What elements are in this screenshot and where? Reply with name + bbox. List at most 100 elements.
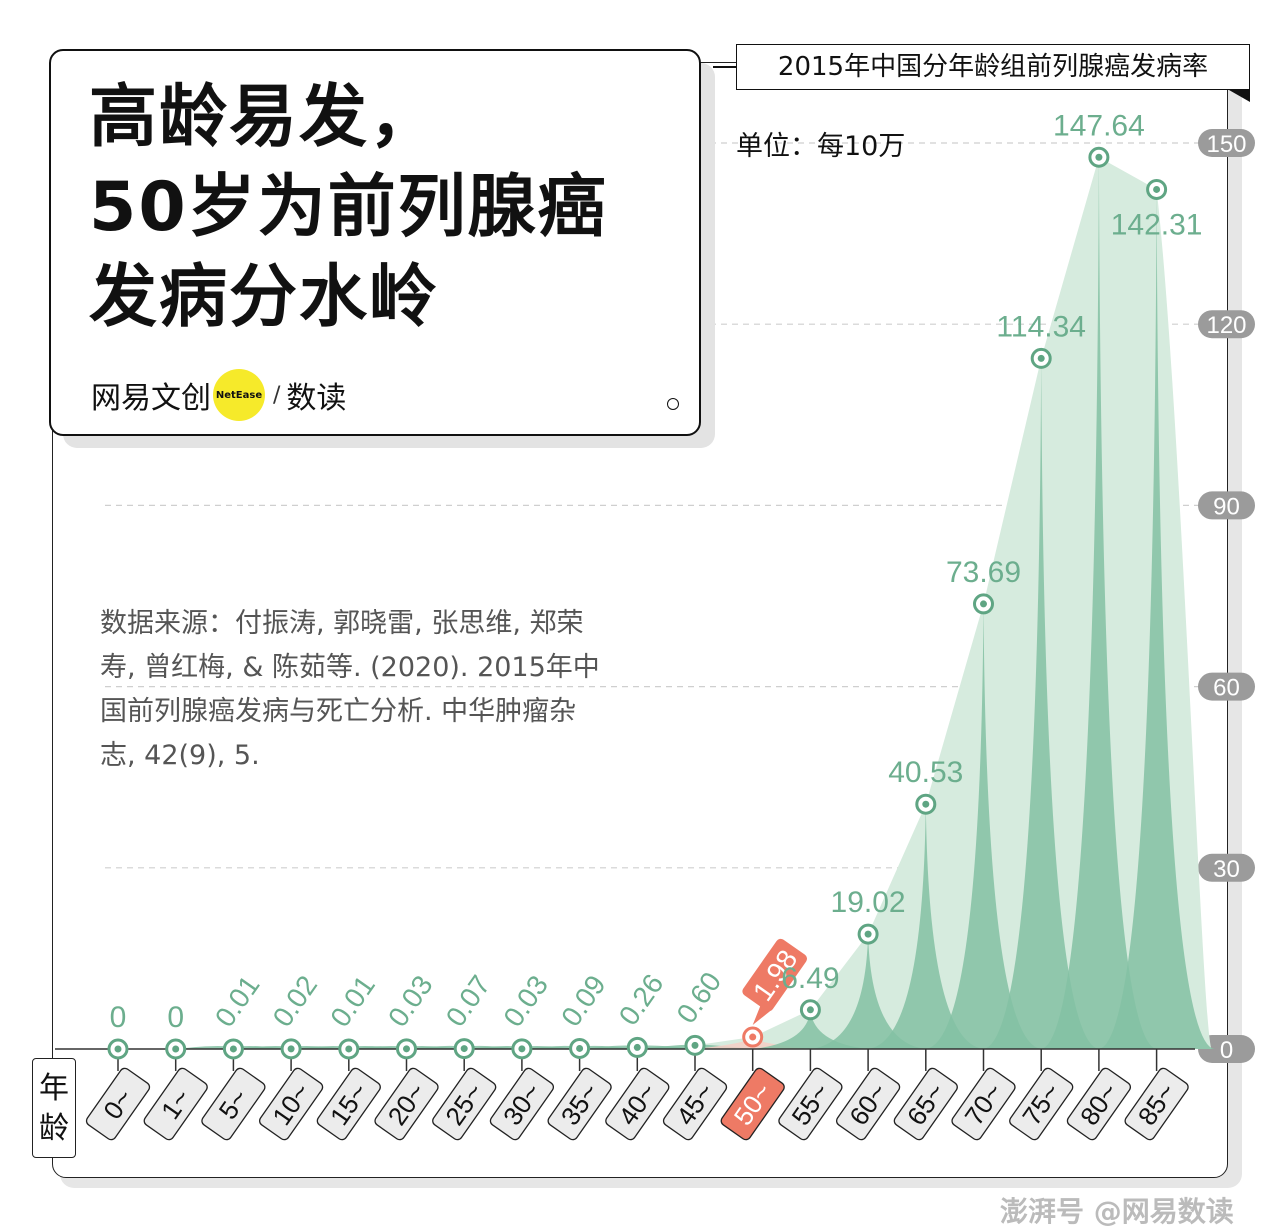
data-point-core [864, 930, 872, 938]
value-label: 73.69 [946, 556, 1021, 589]
chart-title: 2015年中国分年龄组前列腺癌发病率 [736, 44, 1250, 90]
x-axis-label: 年 龄 [32, 1058, 76, 1158]
y-tick-label: 0 [1220, 1037, 1233, 1064]
y-tick-badge [1198, 491, 1255, 520]
headline: 高龄易发， 50岁为前列腺癌 发病分水岭 [89, 73, 608, 343]
data-point-core [633, 1043, 641, 1051]
x-tick-tag: 45~ [662, 1067, 728, 1141]
y-tick-badge [1198, 310, 1255, 339]
value-label: 0.03 [382, 970, 439, 1032]
value-label: 0.07 [440, 970, 497, 1032]
headline-line-3: 发病分水岭 [89, 258, 440, 337]
brand-separator: / [273, 382, 281, 408]
data-point-core [1037, 354, 1045, 362]
highlight-badge-bg [742, 938, 807, 1012]
x-tick-tag: 55~ [778, 1067, 843, 1141]
x-tick-tag-bg [605, 1067, 670, 1141]
value-label: 0.26 [613, 968, 670, 1030]
y-tick-badge [1198, 672, 1255, 701]
x-tick-tag: 35~ [547, 1067, 612, 1141]
spike-65~ [867, 804, 984, 1049]
x-tick-tag-bg [1124, 1067, 1189, 1141]
x-tick-tag: 75~ [1009, 1067, 1074, 1141]
x-tick-tag: 30~ [489, 1067, 555, 1141]
envelope-area [118, 157, 1212, 1049]
x-tick-tag: 50~ [720, 1067, 785, 1141]
spike-75~ [983, 358, 1100, 1049]
value-label: 0 [167, 1001, 184, 1034]
x-tick-tag: 25~ [432, 1067, 497, 1141]
x-tick-tag: 65~ [893, 1067, 958, 1141]
data-point-core [980, 600, 987, 608]
value-label: 114.34 [996, 310, 1086, 343]
x-tick-tag: 5~ [201, 1067, 266, 1141]
x-tick-tag-bg [835, 1067, 901, 1141]
x-tick-tag: 1~ [143, 1067, 208, 1141]
flag-icon [1229, 90, 1250, 102]
x-tick-tag-bg [143, 1067, 208, 1141]
headline-line-2: 50岁为前列腺癌 [89, 168, 608, 247]
x-tick-tag: 0~ [85, 1067, 151, 1141]
spike-85~ [1098, 189, 1215, 1049]
y-tick-label: 30 [1213, 856, 1240, 883]
x-tick-tag-bg [778, 1067, 843, 1141]
x-tick-tag-bg [1066, 1067, 1132, 1141]
spike-70~ [925, 603, 1042, 1049]
spike-60~ [810, 934, 927, 1049]
x-tick-tag: 40~ [605, 1067, 670, 1141]
x-tick-tag: 85~ [1124, 1067, 1189, 1141]
title-card: 高龄易发， 50岁为前列腺癌 发病分水岭 网易文创 NetEase / 数读 [49, 49, 701, 436]
value-label: 142.31 [1111, 208, 1203, 241]
y-tick-label: 90 [1213, 493, 1240, 520]
value-label: 0.09 [555, 969, 612, 1031]
value-label: 6.49 [781, 962, 839, 995]
value-label: 0.60 [671, 966, 728, 1028]
spike-55~ [752, 1009, 869, 1049]
data-point-core [749, 1033, 757, 1041]
x-tick-tag-bg [258, 1067, 324, 1141]
value-label: 147.64 [1053, 109, 1145, 142]
data-point-core [403, 1045, 410, 1053]
netease-badge: NetEase [213, 369, 265, 421]
x-tick-tag-bg [1009, 1067, 1074, 1141]
x-tick-tag: 60~ [835, 1067, 901, 1141]
x-axis-label-char-1: 年 [39, 1071, 69, 1106]
data-point-core [114, 1045, 122, 1053]
brand-name: 网易文创 [91, 381, 211, 416]
unit-label: 单位：每10万 [736, 131, 906, 162]
data-point-core [460, 1045, 468, 1053]
source-note: 数据来源：付振涛, 郭晓雷, 张思维, 郑荣寿, 曾红梅, & 陈茹等. (20… [100, 608, 600, 771]
x-axis-label-char-2: 龄 [39, 1111, 69, 1146]
data-point-core [229, 1045, 237, 1053]
brand-logo: 网易文创 NetEase / 数读 [91, 369, 346, 421]
value-label: 0.01 [209, 970, 266, 1032]
data-point-core [576, 1044, 584, 1052]
data-point-core [922, 800, 930, 808]
x-tick-tag-bg [432, 1067, 497, 1141]
x-tick-tag-bg [489, 1067, 555, 1141]
value-label: 40.53 [888, 756, 963, 789]
headline-line-1: 高龄易发， [89, 78, 440, 157]
x-tick-tag: 80~ [1066, 1067, 1132, 1141]
x-tick-tag: 10~ [258, 1067, 324, 1141]
value-label: 0.02 [267, 970, 324, 1032]
x-tick-tag-bg [201, 1067, 266, 1141]
data-point-core [345, 1045, 353, 1053]
x-tick-tag-bg [85, 1067, 151, 1141]
x-tick-tag-bg [547, 1067, 612, 1141]
value-label: 19.02 [831, 886, 906, 919]
x-tick-tag-bg [893, 1067, 958, 1141]
data-point-core [287, 1045, 295, 1053]
data-point-core [518, 1045, 526, 1053]
x-tick-tag-bg [316, 1067, 381, 1141]
data-point-core [691, 1041, 699, 1049]
spike-80~ [1040, 157, 1157, 1049]
brand-section: 数读 [286, 381, 347, 416]
chart-title-connector [713, 66, 737, 68]
x-tick-tag-bg [951, 1067, 1016, 1141]
circle-icon [667, 398, 679, 410]
value-label: 0 [110, 1001, 127, 1034]
data-point-core [806, 1006, 814, 1014]
x-tick-tag-bg [720, 1067, 785, 1141]
